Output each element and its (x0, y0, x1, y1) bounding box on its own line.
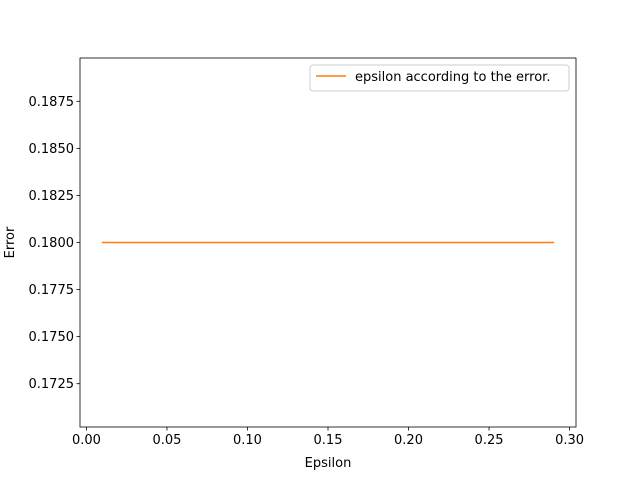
x-axis-ticks: 0.00 0.05 0.10 0.15 0.20 0.25 0.30 (72, 427, 584, 448)
x-axis-label: Epsilon (305, 456, 352, 471)
x-tick-label: 0.25 (475, 433, 504, 448)
y-tick-label: 0.1725 (29, 377, 75, 392)
y-tick-label: 0.1775 (29, 283, 75, 298)
legend: epsilon according to the error. (309, 64, 570, 92)
legend-label: epsilon according to the error. (355, 70, 550, 85)
x-tick-label: 0.05 (152, 433, 181, 448)
legend-box (309, 64, 570, 92)
x-tick-label: 0.00 (72, 433, 101, 448)
x-tick-label: 0.30 (555, 433, 584, 448)
y-axis-ticks: 0.1725 0.1750 0.1775 0.1800 0.1825 0.1850 0.18… (29, 95, 80, 392)
plot-frame (79, 57, 577, 428)
y-tick-label: 0.1800 (29, 236, 75, 251)
y-tick-label: 0.1850 (29, 142, 75, 157)
y-tick-label: 0.1875 (29, 95, 75, 110)
y-tick-label: 0.1825 (29, 189, 75, 204)
y-axis-label: Error (3, 226, 18, 258)
y-tick-label: 0.1750 (29, 330, 75, 345)
x-tick-label: 0.15 (314, 433, 343, 448)
x-tick-label: 0.10 (233, 433, 262, 448)
x-tick-label: 0.20 (394, 433, 423, 448)
